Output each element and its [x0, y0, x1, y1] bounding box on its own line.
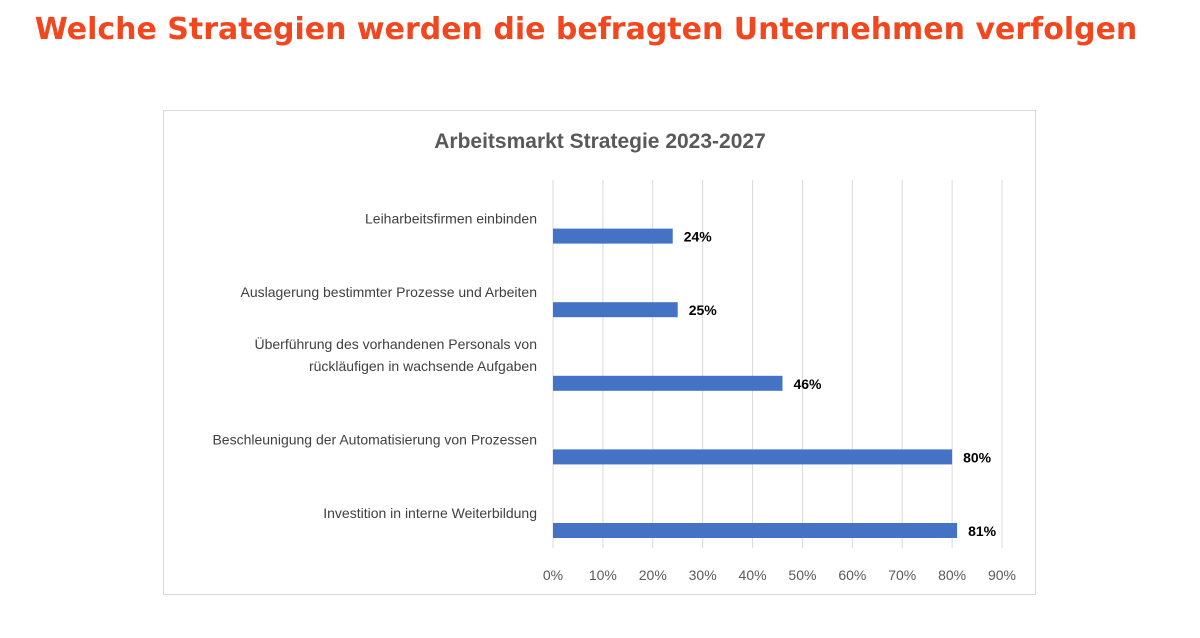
data-label: 46%	[793, 376, 822, 392]
data-label: 80%	[963, 449, 992, 465]
category-labels: Leiharbeitsfirmen einbinden Auslagerung b…	[212, 211, 537, 521]
x-tick-label: 60%	[838, 567, 866, 583]
category-label: rückläufigen in wachsende Aufgaben	[309, 358, 537, 374]
value-labels: 24% 25% 46% 80% 81%	[684, 229, 997, 539]
chart-title: Arbeitsmarkt Strategie 2023-2027	[434, 130, 766, 153]
x-tick-label: 30%	[689, 567, 717, 583]
chart-frame	[163, 110, 1036, 595]
category-label: Investition in interne Weiterbildung	[323, 505, 537, 521]
x-tick-label: 70%	[888, 567, 916, 583]
x-tick-label: 10%	[589, 567, 617, 583]
bar	[553, 523, 958, 538]
x-tick-label: 0%	[543, 567, 563, 583]
category-label: Beschleunigung der Automatisierung von P…	[212, 431, 537, 447]
data-label: 24%	[684, 229, 713, 245]
data-label: 25%	[689, 302, 718, 318]
x-tick-label: 90%	[988, 567, 1016, 583]
x-tick-label: 40%	[739, 567, 767, 583]
page-title: Welche Strategien werden die befragten U…	[34, 12, 1138, 47]
bar	[553, 375, 783, 391]
category-label: Überführung des vorhandenen Personals vo…	[254, 335, 537, 352]
bar	[553, 449, 953, 465]
bar	[553, 228, 673, 244]
bars	[553, 228, 958, 538]
data-label: 81%	[968, 523, 997, 539]
x-tick-label: 20%	[639, 567, 667, 583]
category-label: Auslagerung bestimmter Prozesse und Arbe…	[241, 284, 538, 300]
x-tick-label: 80%	[938, 567, 966, 583]
x-tick-labels: 0% 10% 20% 30% 40% 50% 60% 70% 80% 90%	[543, 567, 1016, 583]
bar	[553, 302, 678, 318]
x-tick-label: 50%	[788, 567, 816, 583]
category-label: Leiharbeitsfirmen einbinden	[365, 211, 537, 227]
gridlines	[552, 180, 1003, 548]
